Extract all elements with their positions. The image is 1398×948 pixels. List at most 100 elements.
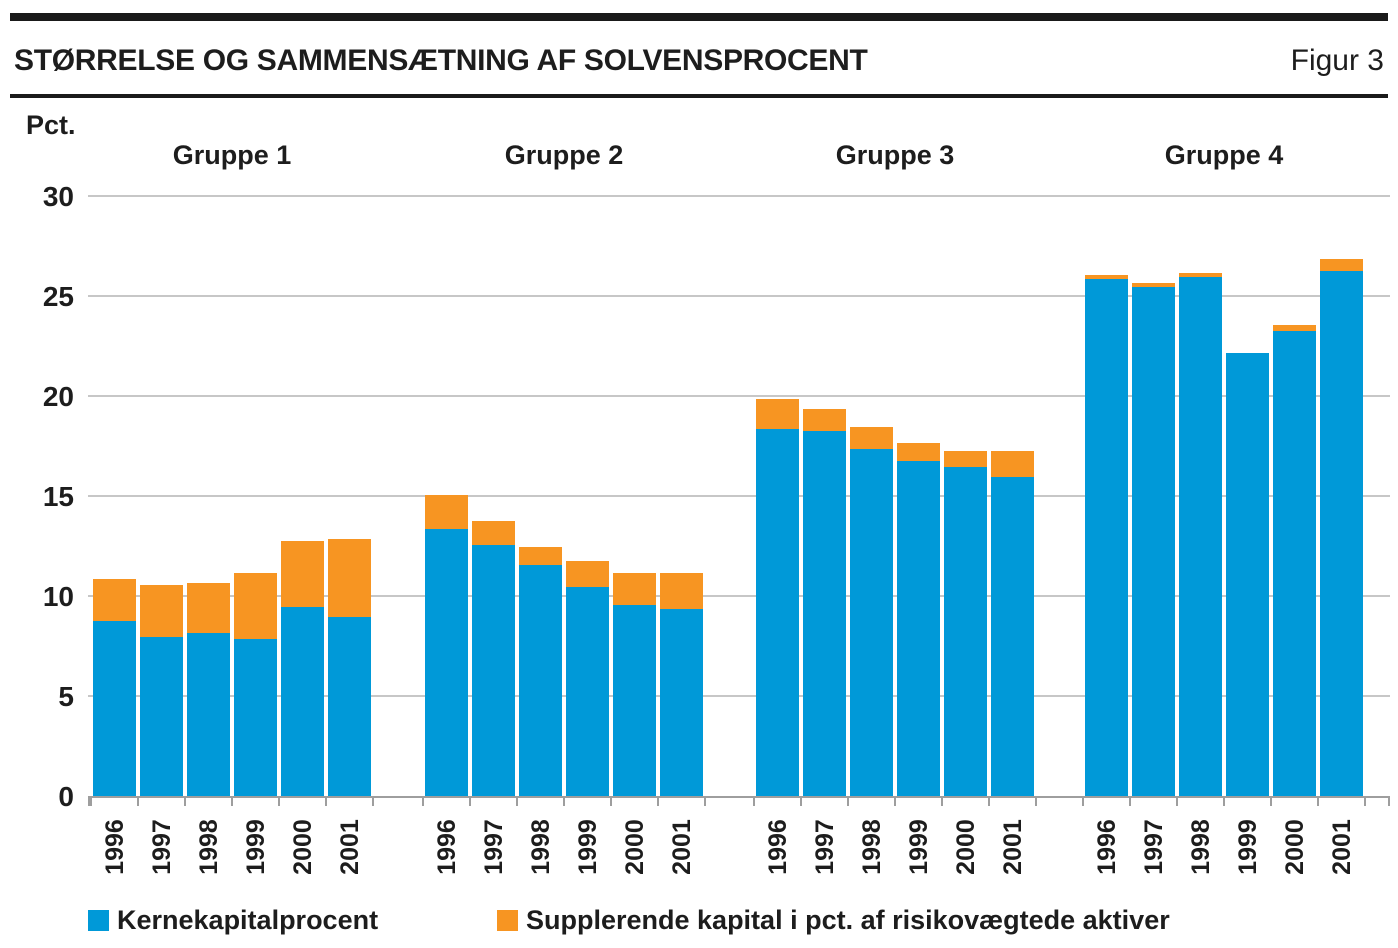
axis-tick <box>1035 796 1037 806</box>
axis-tick <box>1223 796 1225 806</box>
legend-item-supplerende: Supplerende kapital i pct. af risikovægt… <box>497 905 1170 936</box>
x-tick-label-2000: 2000 <box>1280 819 1309 875</box>
x-tick-label-1997: 1997 <box>1139 819 1168 875</box>
x-axis-baseline <box>88 796 1390 798</box>
x-tick-label-1996: 1996 <box>100 819 129 875</box>
axis-tick <box>1388 796 1390 806</box>
x-tick-label-2000: 2000 <box>288 819 317 875</box>
axis-tick <box>278 796 280 806</box>
x-tick-label-2001: 2001 <box>667 819 696 875</box>
bar-supplerende-gruppe-4-1998 <box>1179 273 1222 277</box>
top-rule <box>10 13 1388 21</box>
bar-supplerende-gruppe-3-2001 <box>991 451 1034 477</box>
axis-tick <box>1176 796 1178 806</box>
x-tick-label-1997: 1997 <box>810 819 839 875</box>
bar-kernekapital-gruppe-2-1998 <box>519 565 562 797</box>
x-tick-label-1999: 1999 <box>904 819 933 875</box>
axis-tick <box>231 796 233 806</box>
axis-tick <box>422 796 424 806</box>
x-tick-label-1998: 1998 <box>1186 819 1215 875</box>
supplerende-swatch-icon <box>497 910 518 931</box>
header-divider-rule <box>10 94 1388 98</box>
bar-kernekapital-gruppe-3-2000 <box>944 467 987 797</box>
axis-tick <box>1364 796 1366 806</box>
axis-tick <box>894 796 896 806</box>
x-tick-label-1998: 1998 <box>194 819 223 875</box>
bar-kernekapital-gruppe-1-1999 <box>234 639 277 797</box>
bar-supplerende-gruppe-3-2000 <box>944 451 987 467</box>
bar-supplerende-gruppe-2-1997 <box>472 521 515 545</box>
axis-tick <box>184 796 186 806</box>
bar-supplerende-gruppe-2-1996 <box>425 495 468 529</box>
axis-tick <box>469 796 471 806</box>
bar-kernekapital-gruppe-3-1997 <box>803 431 846 797</box>
bar-supplerende-gruppe-3-1998 <box>850 427 893 449</box>
bar-supplerende-gruppe-1-1998 <box>187 583 230 633</box>
bar-kernekapital-gruppe-1-2001 <box>328 617 371 797</box>
bar-supplerende-gruppe-2-1998 <box>519 547 562 565</box>
legend-item-kernekapital: Kernekapitalprocent <box>88 905 378 936</box>
axis-tick <box>372 796 374 806</box>
bar-kernekapital-gruppe-4-2000 <box>1273 331 1316 797</box>
x-tick-label-1999: 1999 <box>1233 819 1262 875</box>
axis-tick <box>988 796 990 806</box>
x-tick-label-1998: 1998 <box>526 819 555 875</box>
y-tick-label-15: 15 <box>42 481 74 512</box>
bar-kernekapital-gruppe-3-1998 <box>850 449 893 797</box>
bar-supplerende-gruppe-2-1999 <box>566 561 609 587</box>
y-axis-unit-label: Pct. <box>26 110 76 140</box>
x-tick-label-2000: 2000 <box>951 819 980 875</box>
bar-kernekapital-gruppe-4-1996 <box>1085 279 1128 797</box>
axis-tick <box>753 796 755 806</box>
bar-kernekapital-gruppe-4-1998 <box>1179 277 1222 797</box>
y-tick-label-5: 5 <box>58 681 74 712</box>
gridline-5 <box>88 695 1390 697</box>
bar-kernekapital-gruppe-1-1998 <box>187 633 230 797</box>
bar-supplerende-gruppe-1-1997 <box>140 585 183 637</box>
x-tick-label-1997: 1997 <box>479 819 508 875</box>
bar-supplerende-gruppe-4-2000 <box>1273 325 1316 331</box>
x-tick-label-2001: 2001 <box>998 819 1027 875</box>
axis-tick <box>1129 796 1131 806</box>
bar-supplerende-gruppe-1-2001 <box>328 539 371 617</box>
axis-tick <box>847 796 849 806</box>
axis-tick <box>1270 796 1272 806</box>
y-tick-label-10: 10 <box>42 581 74 612</box>
y-tick-label-0: 0 <box>58 781 74 812</box>
x-tick-label-1999: 1999 <box>573 819 602 875</box>
axis-tick <box>657 796 659 806</box>
axis-tick <box>137 796 139 806</box>
x-tick-label-1996: 1996 <box>432 819 461 875</box>
bar-supplerende-gruppe-3-1996 <box>756 399 799 429</box>
axis-tick <box>88 796 90 806</box>
bar-kernekapital-gruppe-1-1996 <box>93 621 136 797</box>
y-tick-label-25: 25 <box>42 281 74 312</box>
bar-kernekapital-gruppe-4-1997 <box>1132 287 1175 797</box>
bar-kernekapital-gruppe-4-2001 <box>1320 271 1363 797</box>
axis-tick <box>1317 796 1319 806</box>
bar-kernekapital-gruppe-3-1996 <box>756 429 799 797</box>
y-tick-label-30: 30 <box>42 181 74 212</box>
bar-kernekapital-gruppe-2-2001 <box>660 609 703 797</box>
axis-tick <box>704 796 706 806</box>
axis-tick <box>610 796 612 806</box>
figure-title: STØRRELSE OG SAMMENSÆTNING AF SOLVENSPRO… <box>14 44 868 77</box>
x-tick-label-1998: 1998 <box>857 819 886 875</box>
bar-supplerende-gruppe-2-2000 <box>613 573 656 605</box>
bar-supplerende-gruppe-1-1999 <box>234 573 277 639</box>
gridline-25 <box>88 295 1390 297</box>
gridline-15 <box>88 495 1390 497</box>
bar-kernekapital-gruppe-4-1999 <box>1226 353 1269 797</box>
legend-label-kernekapital: Kernekapitalprocent <box>117 905 379 935</box>
x-tick-label-1999: 1999 <box>241 819 270 875</box>
x-tick-label-2001: 2001 <box>1327 819 1356 875</box>
x-tick-label-1997: 1997 <box>147 819 176 875</box>
bar-supplerende-gruppe-4-1996 <box>1085 275 1128 279</box>
bar-supplerende-gruppe-1-2000 <box>281 541 324 607</box>
axis-tick <box>941 796 943 806</box>
kernekapital-swatch-icon <box>88 910 109 931</box>
gridline-10 <box>88 595 1390 597</box>
group-label-4: Gruppe 4 <box>1164 140 1284 170</box>
bar-supplerende-gruppe-4-1997 <box>1132 283 1175 287</box>
